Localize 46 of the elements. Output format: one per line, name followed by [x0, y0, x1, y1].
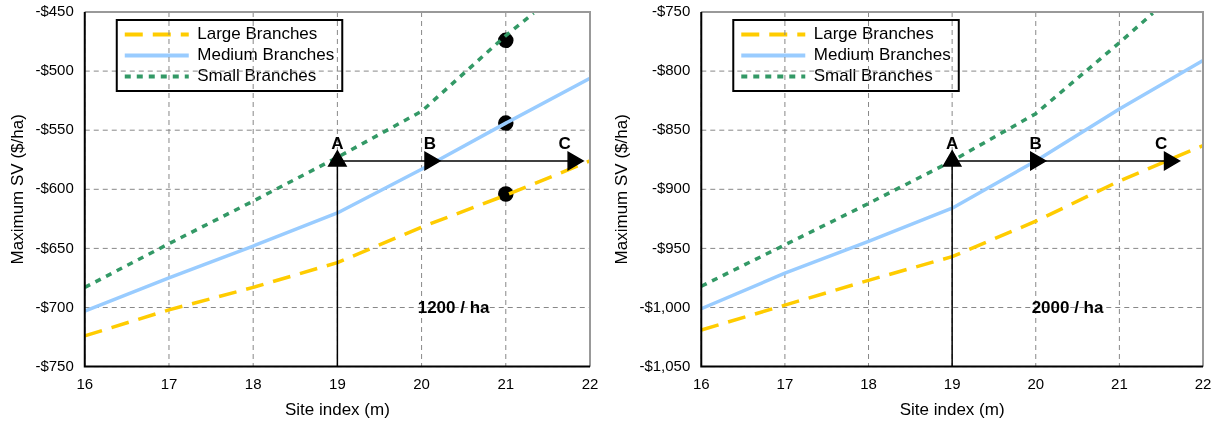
annotation: C	[1155, 134, 1168, 154]
x-tick-label: 22	[1194, 374, 1212, 392]
x-tick-label: 21	[1111, 374, 1128, 392]
y-tick-label: -$750	[35, 356, 74, 374]
x-tick-label: 16	[76, 374, 94, 392]
legend-label: Small Branches	[813, 66, 933, 86]
y-tick-label: -$750	[651, 2, 691, 20]
annotation: A	[946, 134, 959, 154]
x-tick-label: 16	[692, 374, 710, 392]
x-tick-label: 20	[1027, 374, 1045, 392]
y-tick-label: -$850	[651, 120, 691, 138]
legend-label: Large Branches	[197, 24, 318, 44]
y-tick-label: -$500	[35, 61, 74, 79]
y-tick-label: -$950	[651, 238, 691, 256]
x-tick-label: 20	[413, 374, 430, 392]
y-tick-label: -$1,050	[639, 356, 691, 374]
annotation: A	[331, 134, 344, 154]
y-axis-title: Maximum SV ($/ha)	[7, 114, 27, 265]
y-tick-label: -$600	[35, 179, 74, 197]
y-tick-label: -$800	[651, 61, 691, 79]
x-tick-label: 17	[160, 374, 178, 392]
y-tick-label: -$700	[35, 297, 74, 315]
x-axis-title: Site index (m)	[284, 400, 390, 420]
x-tick-label: 18	[860, 374, 877, 392]
annotation: C	[558, 134, 571, 154]
legend-label: Medium Branches	[813, 45, 951, 65]
annotation: B	[423, 134, 437, 154]
legend-label: Medium Branches	[197, 45, 335, 65]
y-tick-label: -$450	[35, 2, 74, 20]
y-tick-label: -$900	[651, 179, 691, 197]
x-tick-label: 17	[776, 374, 794, 392]
annotation: 2000 / ha	[1031, 298, 1104, 318]
annotation: 1200 / ha	[417, 298, 491, 318]
y-tick-label: -$1,000	[639, 297, 691, 315]
x-tick-label: 21	[497, 374, 515, 392]
y-axis-title: Maximum SV ($/ha)	[611, 114, 631, 265]
x-axis-title: Site index (m)	[899, 400, 1005, 420]
x-tick-label: 19	[329, 374, 346, 392]
y-tick-label: -$550	[35, 120, 74, 138]
x-tick-label: 18	[244, 374, 262, 392]
y-tick-label: -$650	[35, 238, 74, 256]
legend-label: Small Branches	[197, 66, 317, 86]
x-tick-label: 19	[943, 374, 961, 392]
legend-label: Large Branches	[813, 24, 934, 44]
annotation: B	[1029, 134, 1042, 154]
x-tick-label: 22	[581, 374, 599, 392]
